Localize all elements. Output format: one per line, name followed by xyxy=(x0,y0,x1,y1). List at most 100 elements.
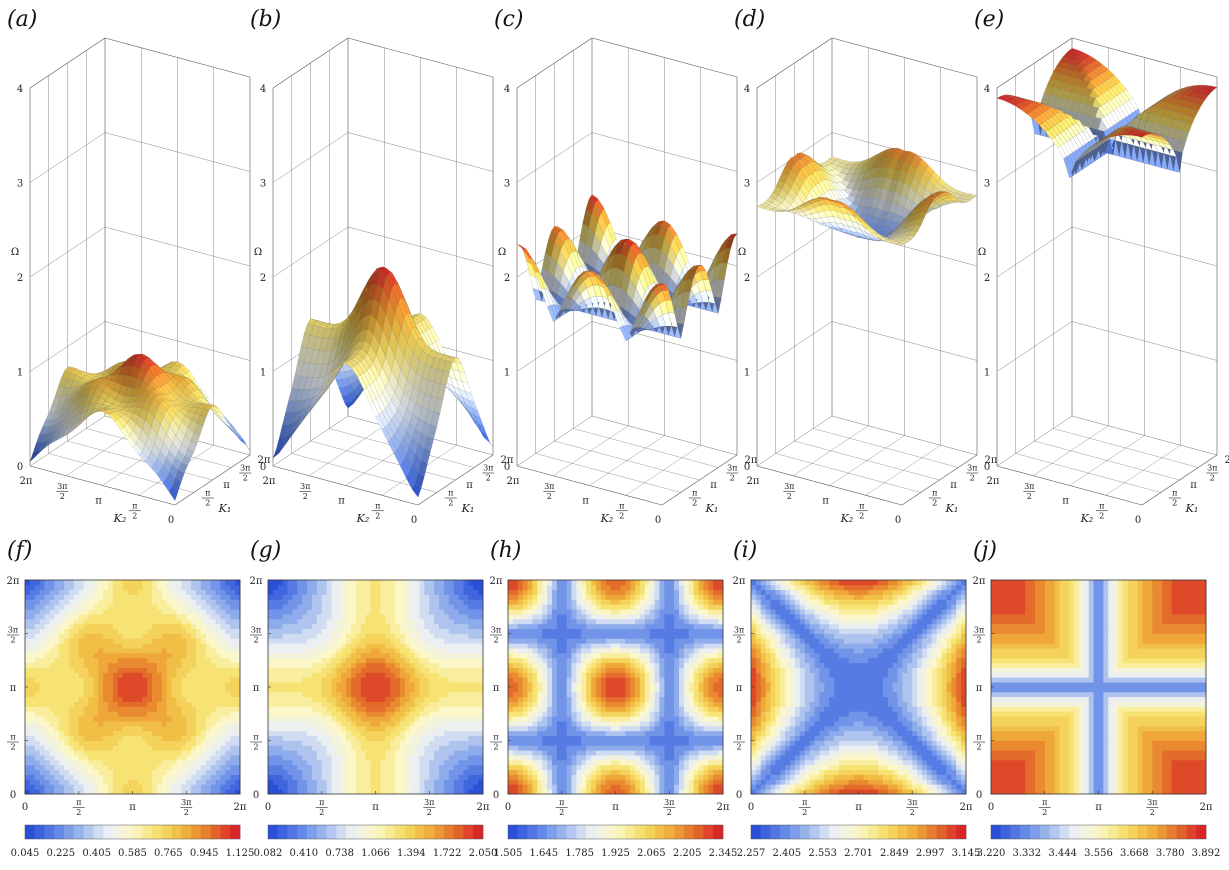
x-tick-label: π xyxy=(1095,802,1102,813)
colorbar-tick-label: 2.050 xyxy=(469,848,498,859)
k2-axis-label: K₂ xyxy=(600,512,614,525)
y-tick-label: 2π xyxy=(250,576,263,587)
x-tick-label: π xyxy=(129,802,136,813)
y-tick-label: 3π2 xyxy=(250,626,262,645)
k1-tick-label: 2π xyxy=(985,455,998,466)
colorbar-tick-label: 1.645 xyxy=(530,848,559,859)
svg-text:3π: 3π xyxy=(544,482,554,491)
x-tick-label: 0 xyxy=(988,802,994,813)
surface-mesh xyxy=(516,194,738,342)
colorbar-tick-label: 0.045 xyxy=(11,848,40,859)
x-tick-label: 2π xyxy=(234,802,247,813)
y-tick-label: π2 xyxy=(490,733,502,752)
k1-tick-label: π2 xyxy=(688,489,701,508)
k2-tick-label: 3π2 xyxy=(1023,482,1036,501)
svg-text:3π: 3π xyxy=(251,626,261,635)
svg-text:3π: 3π xyxy=(300,482,310,491)
z-tick-label: 0 xyxy=(260,462,266,473)
colorbar-tick-label: 2.701 xyxy=(844,848,873,859)
z-tick-label: 3 xyxy=(744,179,750,190)
svg-text:π: π xyxy=(448,489,453,498)
svg-text:2: 2 xyxy=(859,511,864,520)
y-tick-label: π xyxy=(253,683,260,694)
colorbar-tick-label: 1.722 xyxy=(433,848,462,859)
svg-text:2: 2 xyxy=(303,492,308,501)
k2-tick-label: 0 xyxy=(168,515,174,526)
svg-text:3π: 3π xyxy=(1024,482,1034,491)
z-axis-label: Ω xyxy=(498,247,506,258)
k2-axis-label: K₂ xyxy=(1080,512,1094,525)
svg-text:3π: 3π xyxy=(240,464,250,473)
y-tick-label: 2π xyxy=(490,576,503,587)
x-tick-label: π2 xyxy=(72,798,85,817)
colorbar-tick-label: 3.780 xyxy=(1156,848,1185,859)
y-tick-label: 0 xyxy=(736,790,742,801)
svg-text:2: 2 xyxy=(76,808,81,817)
k1-tick-label: 3π2 xyxy=(1206,464,1219,483)
z-tick-label: 1 xyxy=(260,368,266,379)
k1-tick-label: π xyxy=(950,480,957,491)
svg-text:2: 2 xyxy=(1210,474,1215,483)
y-tick-label: 0 xyxy=(976,790,982,801)
colorbar-tick-label: 2.205 xyxy=(673,848,702,859)
x-tick-label: π xyxy=(612,802,619,813)
y-tick-label: 2π xyxy=(7,576,20,587)
z-tick-label: 2 xyxy=(984,273,990,284)
z-axis-label: Ω xyxy=(978,247,986,258)
svg-text:π: π xyxy=(1172,489,1177,498)
x-tick-label: π2 xyxy=(315,798,328,817)
k1-tick-label: 3π2 xyxy=(482,464,495,483)
svg-text:2: 2 xyxy=(243,474,248,483)
z-tick-label: 0 xyxy=(17,462,23,473)
k1-tick-label: π2 xyxy=(928,489,941,508)
panel-label: (j) xyxy=(973,538,997,563)
y-tick-label: 3π2 xyxy=(490,626,502,645)
k2-tick-label: π2 xyxy=(371,501,384,520)
k1-axis-label: K₁ xyxy=(1185,502,1199,515)
z-tick-label: 2 xyxy=(744,273,750,284)
z-axis-label: Ω xyxy=(254,247,262,258)
colorbar-tick-label: 2.997 xyxy=(916,848,945,859)
svg-text:2: 2 xyxy=(692,499,697,508)
svg-text:π: π xyxy=(76,798,81,807)
x-tick-label: 0 xyxy=(748,802,754,813)
y-tick-label: π xyxy=(493,683,500,694)
k1-tick-label: 3π2 xyxy=(966,464,979,483)
surface-mesh xyxy=(29,353,251,502)
axis-box xyxy=(29,37,251,506)
x-tick-label: 0 xyxy=(265,802,271,813)
panel-label: (i) xyxy=(733,538,757,563)
y-tick-label: 3π2 xyxy=(973,626,985,645)
k2-tick-label: π xyxy=(95,496,102,507)
svg-text:π: π xyxy=(1099,501,1104,510)
svg-text:2: 2 xyxy=(448,499,453,508)
z-tick-label: 3 xyxy=(504,179,510,190)
colorbar-tick-label: 3.892 xyxy=(1192,848,1221,859)
colorbar-tick-label: 3.444 xyxy=(1048,848,1077,859)
contour-panel-h: (h) 0 π2 π 3π2 2π 0 π2 π 3π2 2π 1.505 1.645 1.785 1.92… xyxy=(490,538,738,859)
k2-tick-label: 2π xyxy=(263,476,276,487)
panel-label: (a) xyxy=(7,7,37,32)
y-tick-label: π2 xyxy=(733,733,745,752)
colorbar-tick-label: 3.220 xyxy=(977,848,1006,859)
colorbar-tick-label: 0.225 xyxy=(47,848,76,859)
y-tick-label: π xyxy=(10,683,17,694)
z-tick-label: 1 xyxy=(17,368,23,379)
colorbar-frame xyxy=(267,824,484,840)
svg-text:2: 2 xyxy=(253,636,258,645)
svg-text:2: 2 xyxy=(1099,511,1104,520)
colorbar: 0.082 0.410 0.738 1.066 1.394 1.722 2.050 xyxy=(254,824,498,859)
z-tick-label: 2 xyxy=(504,273,510,284)
colorbar-tick-label: 3.332 xyxy=(1013,848,1042,859)
k2-axis-label: K₂ xyxy=(113,512,127,525)
svg-text:2: 2 xyxy=(10,743,15,752)
k1-tick-label: 3π2 xyxy=(239,464,252,483)
k2-tick-label: 0 xyxy=(895,515,901,526)
k1-axis-label: K₁ xyxy=(461,502,475,515)
k2-tick-label: π xyxy=(582,496,589,507)
z-axis-label: Ω xyxy=(11,247,19,258)
